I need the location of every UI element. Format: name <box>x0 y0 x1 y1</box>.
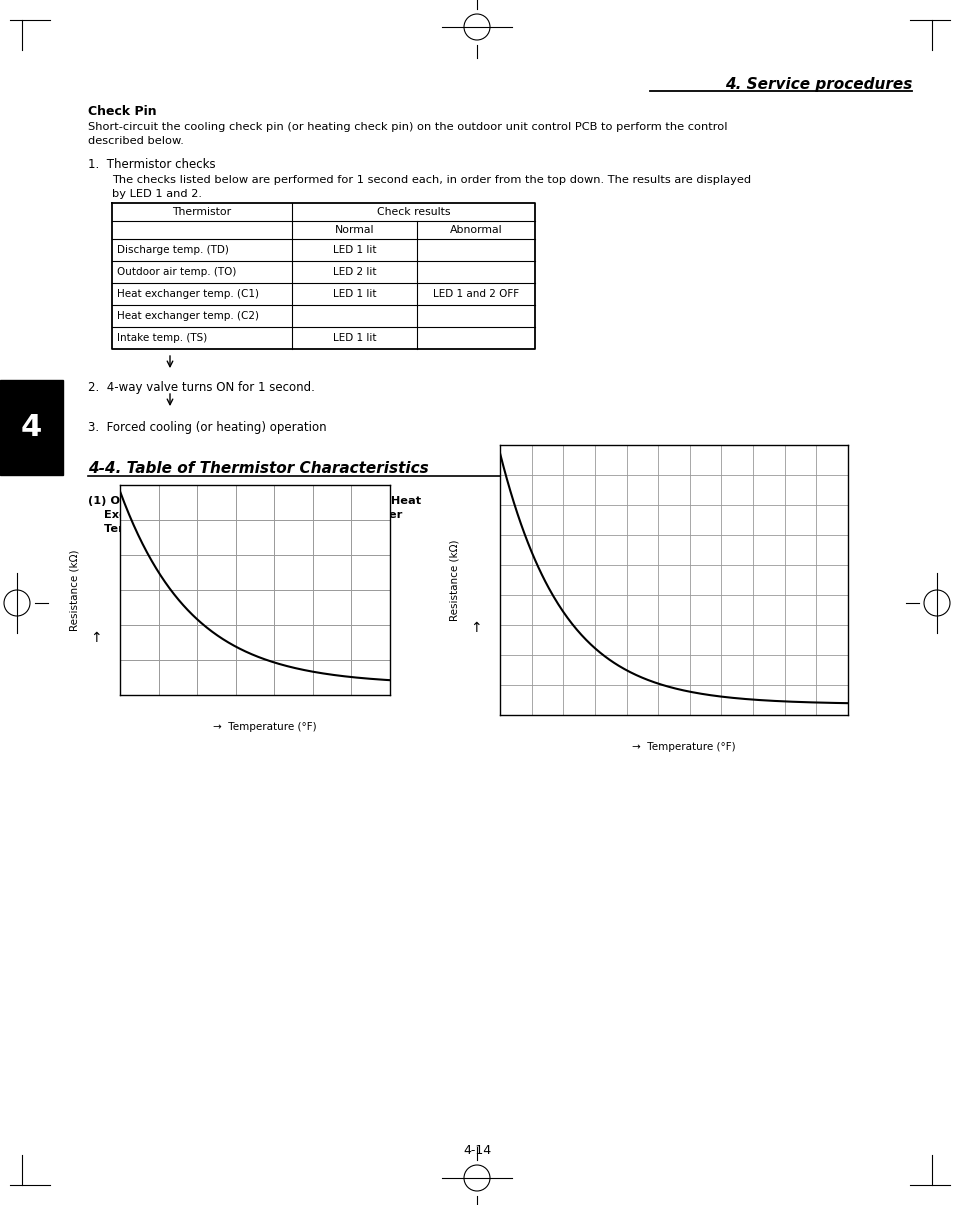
Text: LED 2 lit: LED 2 lit <box>333 268 375 277</box>
Text: Normal: Normal <box>335 225 374 235</box>
Text: 1.  Thermistor checks: 1. Thermistor checks <box>88 158 215 171</box>
Text: Exchanger Temp. (C1) Sensor, Heat Exchanger: Exchanger Temp. (C1) Sensor, Heat Exchan… <box>88 510 402 521</box>
Text: The checks listed below are performed for 1 second each, in order from the top d: The checks listed below are performed fo… <box>112 175 750 199</box>
Text: Temp. (C2) Sensor: Temp. (C2) Sensor <box>88 524 222 534</box>
Text: Short-circuit the cooling check pin (or heating check pin) on the outdoor unit c: Short-circuit the cooling check pin (or … <box>88 122 727 146</box>
Text: ↑: ↑ <box>470 622 481 635</box>
Text: Abnormal: Abnormal <box>449 225 502 235</box>
Text: 4-4. Table of Thermistor Characteristics: 4-4. Table of Thermistor Characteristics <box>88 462 428 476</box>
Text: LED 1 lit: LED 1 lit <box>333 289 375 299</box>
Text: Heat exchanger temp. (C2): Heat exchanger temp. (C2) <box>117 311 258 321</box>
Text: Outdoor air temp. (TO): Outdoor air temp. (TO) <box>117 268 236 277</box>
Text: 3.  Forced cooling (or heating) operation: 3. Forced cooling (or heating) operation <box>88 421 326 434</box>
Text: Check Pin: Check Pin <box>88 105 156 118</box>
Text: Resistance (kΩ): Resistance (kΩ) <box>70 549 80 630</box>
Text: LED 1 and 2 OFF: LED 1 and 2 OFF <box>433 289 518 299</box>
Text: LED 1 lit: LED 1 lit <box>333 333 375 343</box>
Text: 4-14: 4-14 <box>462 1144 491 1157</box>
Text: →  Temperature (°F): → Temperature (°F) <box>631 742 735 752</box>
Text: ↑: ↑ <box>91 631 102 645</box>
Text: Intake temp. (TS): Intake temp. (TS) <box>117 333 207 343</box>
Text: Check results: Check results <box>376 207 450 217</box>
Text: 4: 4 <box>20 412 42 441</box>
Text: 4. Service procedures: 4. Service procedures <box>724 77 911 92</box>
Text: Thermistor: Thermistor <box>172 207 232 217</box>
Text: Heat exchanger temp. (C1): Heat exchanger temp. (C1) <box>117 289 258 299</box>
Text: (1) Outdoor Air Temp. (TO), Intake Temp. (TS), Heat: (1) Outdoor Air Temp. (TO), Intake Temp.… <box>88 496 420 506</box>
Text: (2) Discharge Temp. (TD) Sensors: (2) Discharge Temp. (TD) Sensors <box>502 496 719 506</box>
Text: 2.  4-way valve turns ON for 1 second.: 2. 4-way valve turns ON for 1 second. <box>88 381 314 394</box>
Bar <box>0 380 63 475</box>
Text: LED 1 lit: LED 1 lit <box>333 245 375 255</box>
Text: →  Temperature (°F): → Temperature (°F) <box>213 722 316 731</box>
Text: Discharge temp. (TD): Discharge temp. (TD) <box>117 245 229 255</box>
Text: Resistance (kΩ): Resistance (kΩ) <box>450 540 459 621</box>
